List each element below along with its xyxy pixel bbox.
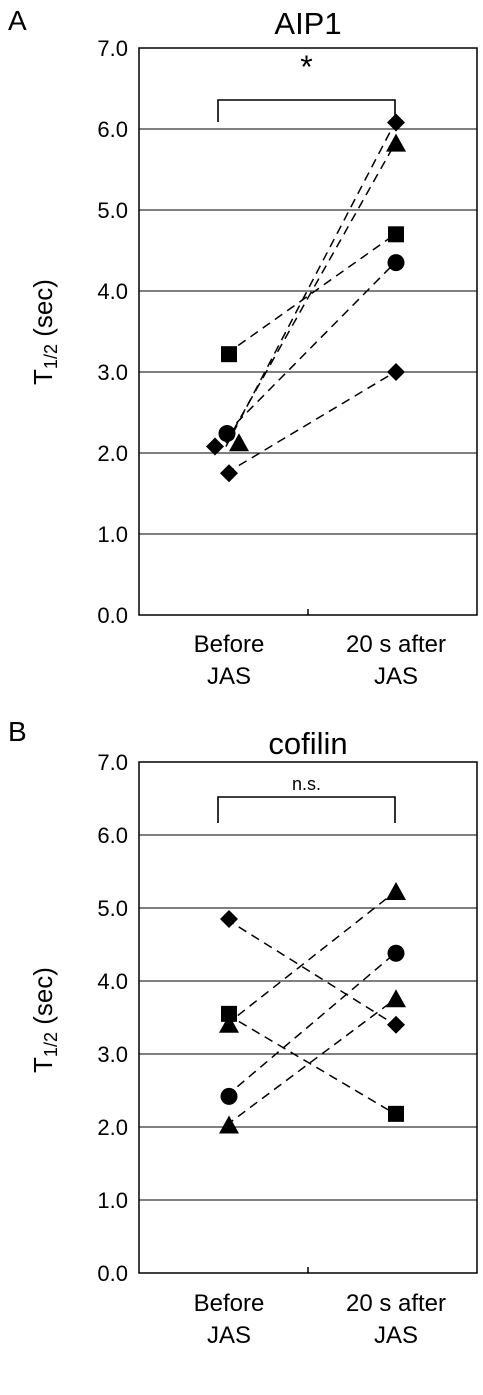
data-point-diamond — [220, 464, 238, 483]
y-tick-label: 0.0 — [97, 603, 128, 628]
x-category-label: JAS — [207, 1322, 251, 1349]
chart-panel-a: A AIP1 0.0 1.0 2.0 3.0 4.0 5.0 6.0 7.0 T1/2 (sec) B… — [8, 5, 478, 690]
y-tick-label: 1.0 — [97, 522, 128, 547]
significance-label: * — [300, 49, 312, 85]
x-category-label: Before — [194, 1290, 265, 1317]
series-line — [225, 143, 396, 444]
x-category-label: Before — [194, 631, 265, 658]
series-line — [225, 371, 396, 474]
data-point-diamond — [387, 1015, 405, 1034]
y-tick-label: 6.0 — [97, 117, 128, 142]
x-category-label: JAS — [207, 663, 251, 690]
series-line — [225, 233, 396, 355]
y-tick-label: 7.0 — [97, 36, 128, 61]
data-point-square — [388, 226, 404, 243]
chart-title: cofilin — [268, 726, 347, 761]
series-line — [225, 918, 396, 1026]
series-line — [225, 998, 396, 1127]
data-point-diamond — [206, 437, 224, 456]
plot-frame — [138, 761, 478, 1274]
data-point-triangle — [386, 881, 406, 900]
data-point-square — [388, 1105, 404, 1122]
plot-frame — [138, 47, 478, 616]
x-category-label: JAS — [374, 663, 418, 690]
data-point-circle — [220, 1087, 238, 1105]
data-point-triangle — [219, 1115, 239, 1134]
data-point-circle — [387, 944, 405, 962]
y-tick-label: 2.0 — [97, 441, 128, 466]
y-axis-label: T1/2 (sec) — [28, 967, 61, 1073]
x-category-label: JAS — [374, 1322, 418, 1349]
significance-bracket — [217, 99, 396, 122]
x-category-label: 20 s after — [346, 631, 446, 658]
y-tick-label: 1.0 — [97, 1188, 128, 1213]
series-line — [225, 1013, 396, 1115]
y-tick-label: 0.0 — [97, 1261, 128, 1286]
data-point-triangle — [386, 133, 406, 152]
data-point-diamond — [220, 909, 238, 928]
significance-label: n.s. — [292, 774, 321, 794]
y-tick-label: 5.0 — [97, 198, 128, 223]
y-tick-label: 6.0 — [97, 823, 128, 848]
x-category-label: 20 s after — [346, 1290, 446, 1317]
y-tick-label: 3.0 — [97, 1042, 128, 1067]
y-axis-label: T1/2 (sec) — [28, 279, 61, 385]
data-point-triangle — [219, 1014, 239, 1033]
series-line — [225, 952, 396, 1097]
data-point-circle — [218, 425, 236, 443]
y-tick-label: 7.0 — [97, 750, 128, 775]
data-point-square — [221, 346, 237, 363]
chart-title: AIP1 — [274, 6, 341, 41]
y-tick-label: 3.0 — [97, 360, 128, 385]
series-line — [225, 122, 396, 447]
y-tick-label: 4.0 — [97, 279, 128, 304]
data-point-triangle — [386, 989, 406, 1008]
significance-bracket — [217, 796, 396, 823]
y-tick-label: 4.0 — [97, 969, 128, 994]
series-line — [225, 262, 396, 435]
panel-label: B — [8, 716, 27, 747]
data-point-square — [221, 1005, 237, 1022]
y-tick-label: 2.0 — [97, 1115, 128, 1140]
data-point-diamond — [387, 363, 405, 381]
data-point-circle — [387, 254, 405, 272]
y-tick-label: 5.0 — [97, 896, 128, 921]
data-point-diamond — [387, 113, 405, 132]
data-point-triangle — [229, 433, 249, 452]
panel-label: A — [8, 5, 27, 36]
series-line — [225, 891, 396, 1026]
